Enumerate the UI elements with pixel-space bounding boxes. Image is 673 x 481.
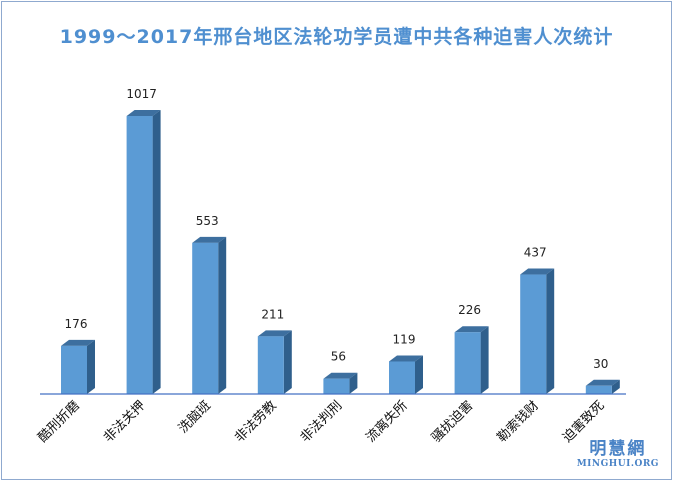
bar-1 <box>61 339 95 394</box>
bar-front <box>520 274 547 394</box>
data-label: 211 <box>261 307 284 321</box>
data-label: 553 <box>196 214 219 228</box>
bar-front <box>389 361 415 394</box>
bar-side <box>546 268 555 394</box>
data-label: 176 <box>65 317 88 331</box>
bar-front <box>257 336 284 394</box>
bar-front <box>192 242 219 394</box>
bar-top <box>585 379 620 386</box>
category-label: 流离失所 <box>363 398 411 446</box>
bar-top <box>389 355 423 362</box>
bar-3 <box>192 236 227 394</box>
bar-front <box>585 385 612 394</box>
category-label: 勒索钱财 <box>495 398 542 445</box>
bar-top <box>323 372 358 379</box>
data-label: 56 <box>331 350 346 364</box>
bar-2 <box>126 110 161 394</box>
bar-top <box>126 110 161 116</box>
bar-7 <box>454 326 489 394</box>
category-label: 酷刑折磨 <box>35 398 82 445</box>
minghui-watermark: 明慧網 MINGHUI.ORG <box>577 434 659 469</box>
data-label: 1017 <box>126 87 157 101</box>
data-label: 226 <box>458 303 481 317</box>
bar-front <box>323 378 350 394</box>
bar-top <box>257 330 292 337</box>
bar-side <box>349 372 358 394</box>
data-label: 437 <box>524 246 547 260</box>
watermark-en: MINGHUI.ORG <box>576 459 659 469</box>
category-label: 非法判刑 <box>298 398 345 445</box>
bar-front <box>454 332 481 394</box>
bar-8 <box>520 268 555 394</box>
bar-top <box>61 339 95 346</box>
bar-top <box>192 236 227 243</box>
category-label: 骚扰迫害 <box>428 398 476 446</box>
category-label: 洗脑班 <box>176 398 214 436</box>
bar-4 <box>257 330 292 394</box>
bar-side <box>611 379 620 394</box>
bar-top <box>454 326 489 333</box>
data-label: 30 <box>593 357 608 371</box>
bar-front <box>126 116 153 394</box>
watermark-cn: 明慧網 <box>589 439 647 459</box>
bar-side <box>415 355 423 394</box>
bar-side <box>283 330 292 394</box>
bar-side <box>480 326 489 394</box>
bar-side <box>152 110 161 394</box>
bar-side <box>218 236 227 394</box>
bar-6 <box>389 355 423 394</box>
data-label: 119 <box>393 332 416 346</box>
bar-9 <box>585 379 620 394</box>
chart-title: 1999～2017年邢台地区法轮功学员遭中共各种迫害人次统计 <box>59 26 614 48</box>
bar-5 <box>323 372 358 394</box>
bar-top <box>520 268 555 275</box>
bar-side <box>87 339 95 394</box>
category-label: 非法关押 <box>101 398 148 445</box>
bar-front <box>61 345 87 394</box>
category-label: 非法劳教 <box>232 398 280 446</box>
